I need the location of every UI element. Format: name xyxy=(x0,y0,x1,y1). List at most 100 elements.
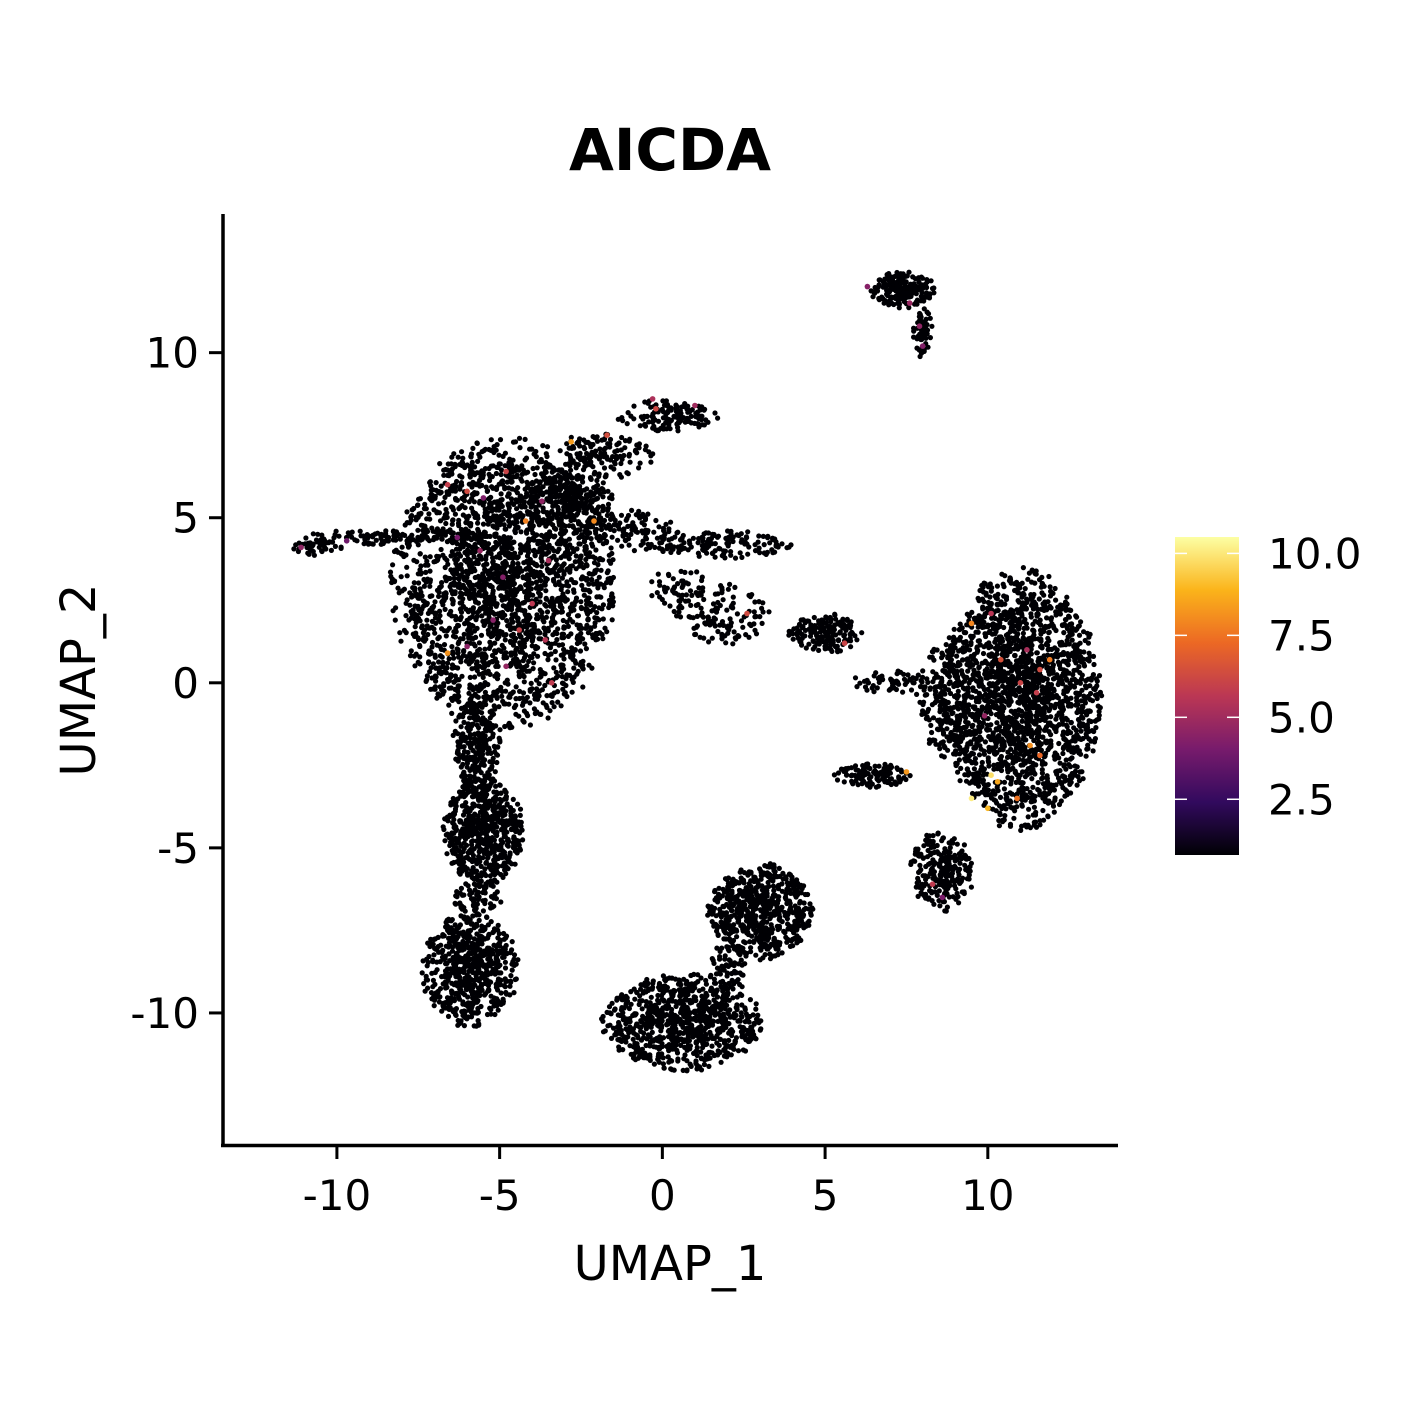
cell-point xyxy=(640,416,646,422)
cell-point xyxy=(840,617,846,623)
cell-point xyxy=(822,643,828,649)
cell-point xyxy=(683,592,690,598)
cell-point xyxy=(476,470,482,476)
cell-point xyxy=(492,706,498,712)
cell-point xyxy=(564,441,570,447)
cell-point xyxy=(540,505,546,511)
cell-point xyxy=(594,477,600,484)
cell-point xyxy=(515,485,521,491)
cell-point xyxy=(464,654,470,660)
cell-point xyxy=(502,463,508,469)
cell-point xyxy=(497,805,503,811)
cell-point xyxy=(433,674,439,680)
cell-point xyxy=(476,640,482,646)
cell-point xyxy=(693,631,699,638)
cell-point xyxy=(719,553,725,559)
cell-point xyxy=(555,626,561,632)
cell-point xyxy=(515,561,521,567)
cell-point xyxy=(452,511,458,517)
cell-point xyxy=(432,630,438,636)
cell-point xyxy=(498,648,504,655)
cell-point xyxy=(595,636,601,642)
cell-point xyxy=(631,403,637,409)
cell-point xyxy=(529,489,535,496)
cell-point xyxy=(508,496,514,502)
cell-point xyxy=(544,453,550,460)
cell-point xyxy=(465,556,471,562)
cell-point xyxy=(583,551,589,557)
cell-point xyxy=(571,589,577,595)
cell-point xyxy=(452,634,459,640)
cell-point xyxy=(484,488,490,494)
cell-point xyxy=(438,619,444,625)
cell-point xyxy=(458,609,465,615)
cell-point xyxy=(505,858,511,864)
cell-point xyxy=(547,599,553,605)
cell-point xyxy=(512,814,519,820)
cell-point xyxy=(502,959,508,965)
cell-point xyxy=(582,528,588,534)
cell-point xyxy=(488,437,494,443)
cell-point xyxy=(493,783,499,789)
cell-point xyxy=(596,605,602,611)
cell-point xyxy=(486,842,492,848)
cell-point xyxy=(765,534,771,540)
cell-point xyxy=(465,818,471,824)
cell-point xyxy=(426,659,432,665)
cell-point xyxy=(470,747,476,753)
cell-point xyxy=(472,674,478,680)
cell-point xyxy=(591,492,597,498)
cell-point xyxy=(667,542,674,548)
cell-point xyxy=(444,851,450,857)
cell-point xyxy=(525,713,531,719)
cell-point xyxy=(481,574,487,580)
cell-point xyxy=(489,652,496,659)
cell-point xyxy=(701,531,707,537)
cell-point xyxy=(433,620,439,626)
cell-point xyxy=(795,635,801,641)
cell-point xyxy=(548,692,555,698)
cell-point xyxy=(471,596,477,602)
cell-point xyxy=(455,665,461,671)
cell-point xyxy=(520,837,526,843)
plot-area xyxy=(291,269,1105,1074)
cell-point xyxy=(457,553,464,559)
cell-point xyxy=(444,557,450,563)
cell-point xyxy=(656,579,663,585)
cell-point xyxy=(433,480,439,486)
cell-point xyxy=(444,514,450,521)
cell-point xyxy=(454,478,460,485)
cell-point xyxy=(427,554,433,560)
cell-point xyxy=(450,732,456,739)
cell-point xyxy=(637,423,643,429)
cell-point xyxy=(516,672,522,679)
cell-point xyxy=(485,854,491,860)
cell-point xyxy=(631,548,638,554)
cell-point xyxy=(445,472,451,478)
cell-point xyxy=(626,542,632,548)
cell-point xyxy=(507,544,513,550)
cell-point xyxy=(468,562,474,568)
cell-point xyxy=(828,619,834,625)
cell-point xyxy=(509,939,515,945)
cell-point xyxy=(480,762,486,768)
cell-point xyxy=(654,590,660,596)
cell-point xyxy=(554,630,560,637)
cell-point xyxy=(471,567,477,574)
cell-point xyxy=(661,535,667,541)
cell-point xyxy=(573,660,579,666)
cell-point xyxy=(387,569,394,575)
cell-point xyxy=(425,610,431,617)
cell-point xyxy=(577,527,583,533)
cell-point xyxy=(562,504,568,510)
cell-point xyxy=(540,490,546,496)
cell-point xyxy=(756,533,762,539)
cell-point xyxy=(496,507,502,513)
cell-point xyxy=(615,523,622,529)
cell-point xyxy=(567,512,573,518)
cell-point xyxy=(532,691,538,697)
cell-point xyxy=(700,585,706,591)
cell-point xyxy=(487,671,493,678)
cell-point xyxy=(507,535,513,541)
cell-point xyxy=(467,615,473,621)
